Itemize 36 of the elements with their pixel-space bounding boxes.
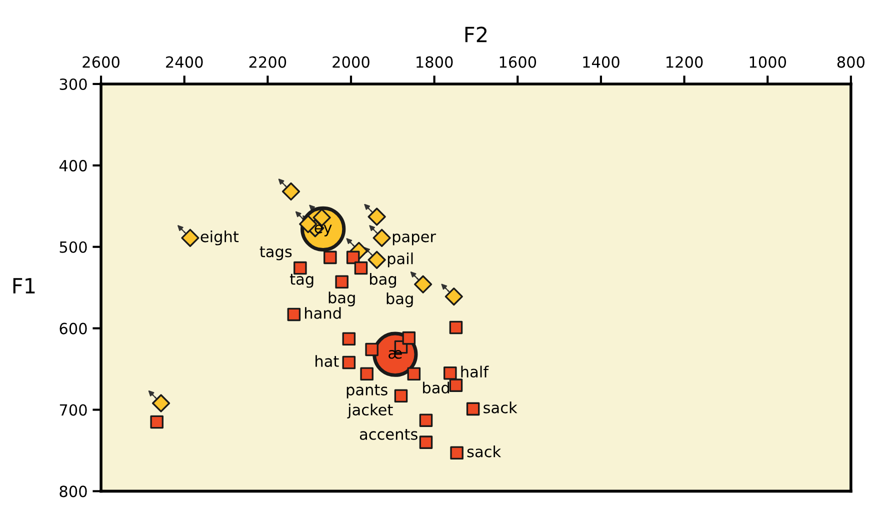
annotation: sack <box>484 402 518 414</box>
y-tick-label: 500 <box>60 241 87 253</box>
annotation: æ <box>388 350 402 359</box>
x-tick-label: 1600 <box>500 56 536 68</box>
annotation: paper <box>392 234 436 246</box>
annotation: tags <box>260 246 292 260</box>
annotation: bag <box>386 292 413 308</box>
x-tick-label: 1000 <box>750 56 786 68</box>
annotation: bag <box>370 273 396 288</box>
annotation: hat <box>316 355 339 367</box>
y-axis-title: F1 <box>13 278 35 294</box>
annotation: pants <box>346 384 388 398</box>
annotation: pail <box>388 252 413 268</box>
x-tick-label: 2400 <box>166 56 203 68</box>
annotation: sack <box>467 446 502 458</box>
x-tick-label: 1400 <box>583 56 620 68</box>
annotation: accents <box>360 428 418 440</box>
y-tick-label: 300 <box>60 78 87 90</box>
x-axis-title: F2 <box>465 26 487 42</box>
annotation: tag <box>290 274 314 288</box>
annotation: jacket <box>347 404 393 418</box>
annotation: bag <box>328 292 355 306</box>
y-tick-label: 400 <box>59 160 87 172</box>
annotation: bad <box>423 382 450 394</box>
annotation: eight <box>200 230 239 246</box>
annotation: half <box>461 366 489 378</box>
x-tick-label: 2600 <box>82 56 120 68</box>
x-tick-label: 800 <box>837 56 864 68</box>
x-tick-label: 2200 <box>249 56 286 68</box>
x-tick-label: 1800 <box>416 56 453 68</box>
y-tick-label: 800 <box>60 486 87 498</box>
x-tick-label: 1200 <box>666 56 703 68</box>
y-tick-label: 600 <box>60 322 87 334</box>
y-tick-label: 700 <box>60 404 87 416</box>
annotation: hand <box>305 307 341 319</box>
x-tick-label: 2000 <box>332 56 370 68</box>
